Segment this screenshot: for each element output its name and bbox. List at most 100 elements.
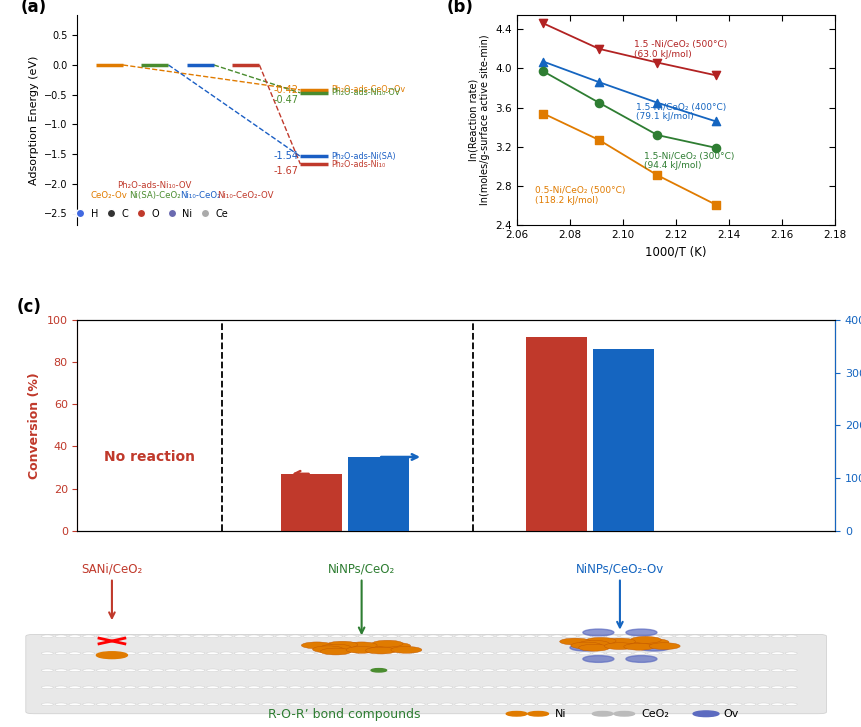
- Circle shape: [165, 635, 177, 638]
- Circle shape: [386, 635, 398, 638]
- Text: -0.42: -0.42: [273, 85, 298, 95]
- Circle shape: [248, 652, 260, 654]
- Circle shape: [331, 703, 343, 706]
- Circle shape: [455, 669, 467, 672]
- Circle shape: [455, 686, 467, 688]
- Text: 1.5-Ni/CeO₂ (300°C): 1.5-Ni/CeO₂ (300°C): [644, 152, 734, 161]
- Circle shape: [41, 686, 53, 688]
- Circle shape: [317, 686, 329, 688]
- Circle shape: [604, 643, 635, 649]
- Circle shape: [730, 669, 742, 672]
- Circle shape: [785, 703, 797, 706]
- Circle shape: [276, 652, 288, 654]
- Circle shape: [289, 703, 301, 706]
- Circle shape: [358, 669, 370, 672]
- Circle shape: [41, 669, 53, 672]
- Point: [651, 97, 665, 108]
- Circle shape: [565, 686, 577, 688]
- Circle shape: [639, 644, 670, 651]
- Circle shape: [583, 629, 614, 636]
- Circle shape: [276, 686, 288, 688]
- Circle shape: [262, 635, 274, 638]
- Circle shape: [179, 686, 191, 688]
- Circle shape: [744, 635, 756, 638]
- Circle shape: [317, 652, 329, 654]
- Circle shape: [703, 669, 715, 672]
- Circle shape: [372, 644, 403, 651]
- Circle shape: [380, 643, 411, 649]
- Circle shape: [303, 703, 315, 706]
- X-axis label: 1000/T (K): 1000/T (K): [645, 246, 707, 259]
- Text: (b): (b): [447, 0, 474, 17]
- Circle shape: [55, 635, 67, 638]
- Circle shape: [179, 703, 191, 706]
- Point: [592, 97, 606, 108]
- Circle shape: [248, 686, 260, 688]
- Circle shape: [744, 703, 756, 706]
- Circle shape: [689, 686, 701, 688]
- Circle shape: [758, 669, 770, 672]
- Circle shape: [626, 629, 657, 636]
- Circle shape: [537, 686, 549, 688]
- Circle shape: [110, 669, 122, 672]
- Circle shape: [579, 669, 591, 672]
- Circle shape: [730, 686, 742, 688]
- Circle shape: [661, 686, 673, 688]
- Circle shape: [565, 669, 577, 672]
- Circle shape: [289, 652, 301, 654]
- Point: [592, 134, 606, 146]
- Text: Ph₂O-ads-Ni₁₀-OV: Ph₂O-ads-Ni₁₀-OV: [118, 181, 192, 190]
- Circle shape: [758, 703, 770, 706]
- Circle shape: [358, 652, 370, 654]
- Circle shape: [647, 652, 660, 654]
- Circle shape: [152, 686, 164, 688]
- Circle shape: [675, 686, 687, 688]
- Circle shape: [276, 669, 288, 672]
- Circle shape: [634, 686, 646, 688]
- Text: Ph₂O-ads-Ni(SA): Ph₂O-ads-Ni(SA): [331, 152, 396, 161]
- Text: -1.54: -1.54: [273, 151, 298, 161]
- Circle shape: [703, 652, 715, 654]
- Circle shape: [579, 635, 591, 638]
- Circle shape: [468, 635, 480, 638]
- Circle shape: [372, 669, 384, 672]
- Text: NiNPs/CeO₂: NiNPs/CeO₂: [328, 562, 395, 575]
- Circle shape: [785, 669, 797, 672]
- Bar: [348, 457, 409, 531]
- Circle shape: [179, 635, 191, 638]
- Circle shape: [69, 635, 81, 638]
- Text: Ni₁₀-CeO₂-OV: Ni₁₀-CeO₂-OV: [218, 191, 274, 200]
- Circle shape: [138, 669, 150, 672]
- Circle shape: [496, 686, 508, 688]
- Circle shape: [69, 686, 81, 688]
- Circle shape: [96, 635, 108, 638]
- Circle shape: [276, 635, 288, 638]
- Circle shape: [606, 652, 618, 654]
- Circle shape: [83, 652, 95, 654]
- FancyBboxPatch shape: [26, 635, 827, 714]
- Circle shape: [551, 686, 563, 688]
- Circle shape: [83, 703, 95, 706]
- Circle shape: [124, 669, 136, 672]
- Circle shape: [620, 669, 632, 672]
- Circle shape: [372, 703, 384, 706]
- Circle shape: [468, 669, 480, 672]
- Circle shape: [441, 652, 453, 654]
- Circle shape: [634, 635, 646, 638]
- Circle shape: [771, 686, 784, 688]
- Text: Ph₂O-ads-CeO₂-Ov: Ph₂O-ads-CeO₂-Ov: [331, 85, 406, 95]
- Circle shape: [620, 652, 632, 654]
- Circle shape: [331, 652, 343, 654]
- Circle shape: [634, 703, 646, 706]
- Circle shape: [675, 703, 687, 706]
- Legend: H, C, O, Ni, Ce: H, C, O, Ni, Ce: [66, 205, 232, 222]
- Circle shape: [69, 669, 81, 672]
- Circle shape: [606, 669, 618, 672]
- Circle shape: [592, 635, 604, 638]
- Circle shape: [579, 640, 610, 647]
- Circle shape: [124, 652, 136, 654]
- Circle shape: [592, 703, 604, 706]
- Circle shape: [510, 652, 522, 654]
- Circle shape: [730, 703, 742, 706]
- Circle shape: [96, 652, 108, 654]
